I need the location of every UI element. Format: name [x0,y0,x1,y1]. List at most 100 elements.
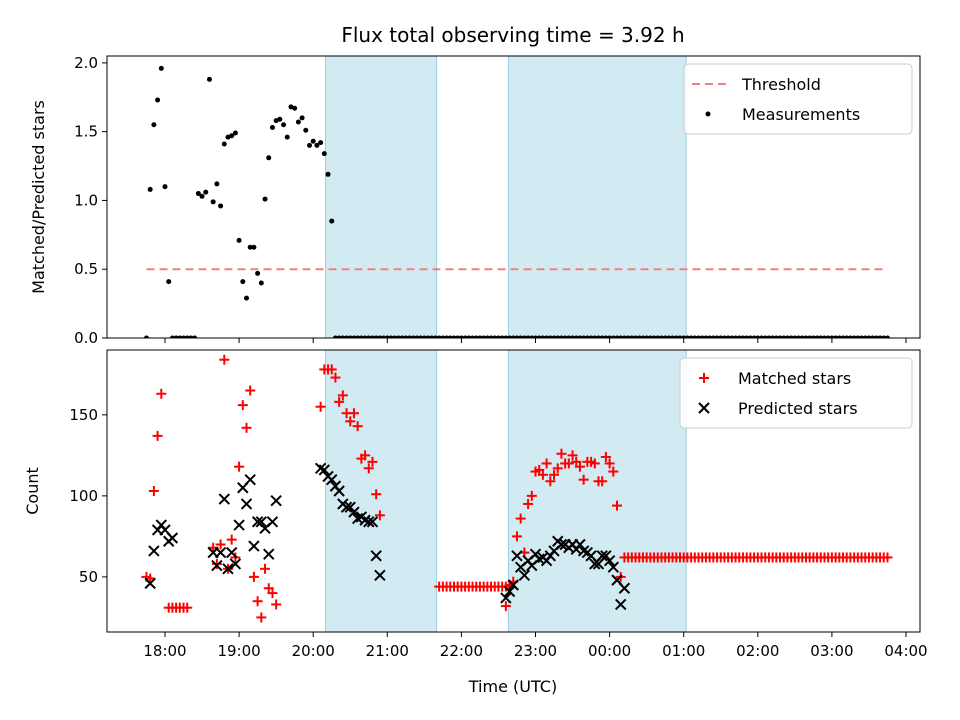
predicted-star-point [244,473,256,486]
legend-swatch [705,111,711,117]
measurement-point [392,335,398,338]
y-tick-label: 1.0 [74,191,98,209]
measurement-point [369,335,375,338]
measurement-point [570,335,576,338]
matched-star-point [556,448,567,459]
matched-star-point [367,456,378,467]
matched-star-point [574,461,585,472]
predicted-star-point [144,577,156,590]
matched-star-point [326,364,337,375]
predicted-star-point [555,538,568,551]
x-tick-label: 18:00 [143,642,186,660]
x-b [248,540,260,552]
predicted-star-point [340,501,353,513]
matched-star-point [511,531,522,542]
measurement-point [410,335,416,338]
x-b [222,563,234,575]
matched-star-point [541,458,552,469]
measurement-point [351,335,357,338]
predicted-star-point [240,498,253,510]
matched-star-point [545,476,556,487]
measurement-point [362,335,368,338]
measurement-point [581,335,587,338]
measurement-point [547,335,553,338]
predicted-star-point [596,550,608,562]
measurement-point [358,335,364,338]
measurement-point [244,295,250,301]
measurement-point [377,335,383,338]
x-b [363,516,375,528]
measurement-point [166,279,172,285]
measurement-point [647,335,653,338]
measurement-point [414,335,420,338]
measurement-point [540,335,546,338]
measurement-point [299,115,305,121]
x-b [333,485,345,497]
measurement-point [810,335,816,338]
measurement-point [592,335,598,338]
measurement-point [884,335,890,338]
x-tick-label: 22:00 [440,642,483,660]
x-b [240,498,253,510]
measurement-point [492,335,498,338]
measurement-point [629,335,635,338]
predicted-star-point [270,495,282,507]
measurement-point [477,335,483,338]
matched-star-point [215,539,226,550]
matched-star-point [526,490,537,501]
measurement-point [814,335,820,338]
measurement-point [855,335,861,338]
x-b [314,462,327,475]
predicted-star-point [233,519,245,531]
measurement-point [799,335,805,338]
measurement-point [514,335,520,338]
predicted-star-point [229,558,242,570]
measurement-point [644,335,650,338]
measurement-point [169,335,175,338]
legend-label: Predicted stars [738,399,858,418]
matched-star-point [248,571,259,582]
predicted-star-point [615,598,627,611]
measurement-point [447,335,453,338]
measurement-point [529,335,535,338]
legend-label: Matched stars [738,369,851,388]
matched-star-point [552,463,563,474]
chart-title: Flux total observing time = 3.92 h [341,23,684,47]
matched-star-point [267,588,278,599]
x-b [574,538,586,551]
x-tick-label: 19:00 [217,642,260,660]
x-b [144,577,156,590]
measurement-point [666,335,672,338]
predicted-star-point [255,516,268,528]
x-b [225,546,238,559]
x-b [555,538,568,551]
x-tick-label: 00:00 [588,642,631,660]
measurement-point [347,335,353,338]
measurement-point [262,196,268,202]
y-tick-label: 0.5 [74,260,98,278]
measurement-point [773,335,779,338]
measurement-point [703,335,709,338]
measurement-point [588,335,594,338]
measurement-point [833,335,839,338]
measurement-point [744,335,750,338]
matched-star-point [337,390,348,401]
matched-star-point [882,552,893,563]
measurement-point [203,189,209,195]
measurement-point [373,335,379,338]
measurement-point [192,335,198,338]
measurement-point [381,335,387,338]
measurement-point [199,193,205,199]
measurement-point [195,191,201,197]
matched-star-point [252,596,263,607]
predicted-star-point [374,569,386,581]
matched-star-point [315,401,326,412]
measurement-point [873,335,879,338]
x-b [518,569,531,581]
predicted-star-point [607,561,620,573]
measurement-point [466,335,472,338]
predicted-star-point [148,545,160,557]
measurement-point [821,335,827,338]
matched-star-point [219,354,230,365]
matched-star-point [182,602,193,613]
